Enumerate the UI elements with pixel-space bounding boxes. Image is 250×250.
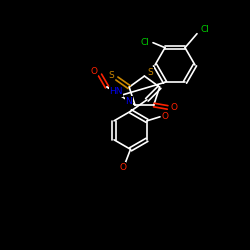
- Text: S: S: [108, 71, 114, 80]
- Text: O: O: [170, 103, 177, 112]
- Text: S: S: [148, 68, 153, 76]
- Text: N: N: [126, 96, 132, 106]
- Text: O: O: [90, 66, 98, 76]
- Text: O: O: [119, 163, 126, 172]
- Text: HN: HN: [109, 88, 123, 96]
- Text: Cl: Cl: [140, 38, 149, 47]
- Text: Cl: Cl: [200, 25, 209, 34]
- Text: O: O: [162, 112, 168, 121]
